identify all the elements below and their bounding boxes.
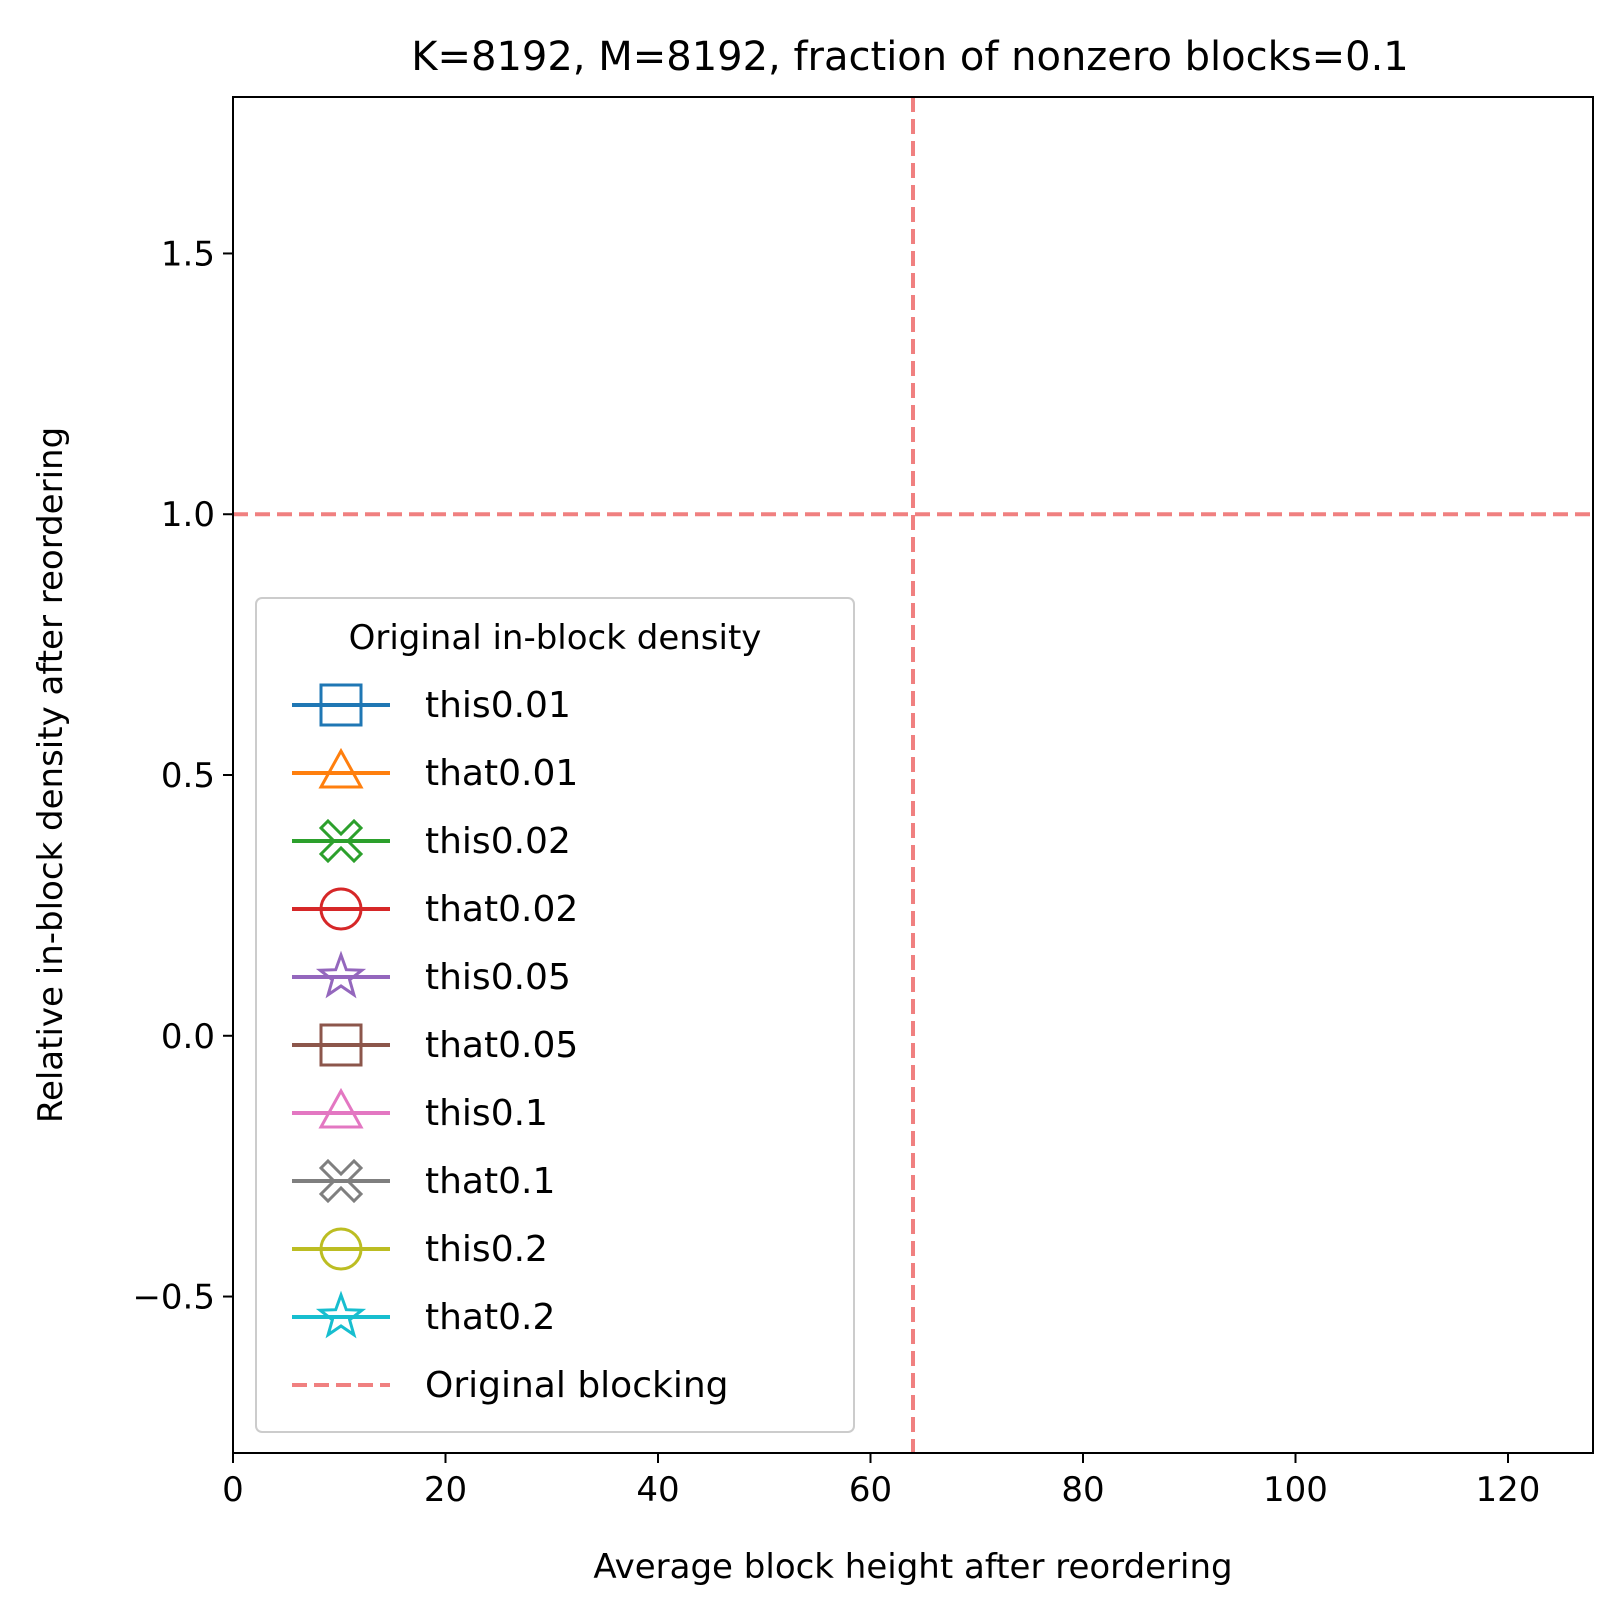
legend-label: this0.2 [425,1229,548,1270]
legend-entry: that0.1 [292,1158,555,1204]
legend-label: this0.05 [425,957,571,998]
legend-entry: Original blocking [292,1365,729,1406]
legend-marker-icon [319,1023,363,1067]
x-tick-label: 20 [424,1470,467,1510]
x-tick-label: 100 [1263,1470,1328,1510]
y-tick-label: 0.0 [161,1017,215,1057]
legend-label: that0.02 [425,889,578,930]
y-tick-label: 1.5 [161,234,215,274]
x-tick-label: 0 [222,1470,244,1510]
x-tick-label: 80 [1061,1470,1104,1510]
legend-label: this0.02 [425,821,571,862]
y-axis-label: Relative in-block density after reorderi… [31,427,71,1123]
legend-entry: that0.02 [292,887,578,931]
legend-marker-icon [318,747,364,789]
y-tick-label: −0.5 [132,1278,215,1318]
legend-marker-icon [315,1290,367,1339]
legend-marker-icon [319,887,363,931]
legend-label: that0.2 [425,1297,555,1338]
x-tick-label: 120 [1476,1470,1541,1510]
legend-marker-icon [315,950,367,999]
legend-marker-icon [319,1227,363,1271]
legend-entry: that0.01 [292,747,578,794]
legend-label: that0.05 [425,1025,578,1066]
legend: Original in-block density this0.01 that0.… [255,597,855,1433]
legend-entry: that0.05 [292,1023,578,1067]
legend-box [255,597,855,1433]
plot-area [233,97,1593,1453]
x-axis-label: Average block height after reordering [593,1547,1232,1587]
legend-entry: this0.01 [292,683,571,727]
y-tick-label: 0.5 [161,756,215,796]
x-tick-label: 40 [636,1470,679,1510]
y-axis: −0.5 0.0 0.5 1.0 1.5 [132,234,233,1318]
x-tick-label: 60 [849,1470,892,1510]
legend-marker-icon [319,683,363,727]
legend-entry: that0.2 [292,1290,555,1339]
legend-label: that0.1 [425,1161,555,1202]
legend-entry: this0.2 [292,1227,548,1271]
x-axis: 0 20 40 60 80 100 120 [222,1453,1540,1510]
legend-label: that0.01 [425,753,578,794]
legend-label: Original blocking [425,1365,729,1406]
legend-marker-icon [318,1158,364,1204]
legend-marker-icon [318,1087,364,1129]
legend-entry: this0.1 [292,1087,548,1134]
legend-entry: this0.02 [292,818,571,864]
legend-title: Original in-block density [349,618,762,658]
legend-label: this0.1 [425,1093,548,1134]
legend-entry: this0.05 [292,950,571,999]
legend-marker-icon [318,818,364,864]
chart-title: K=8192, M=8192, fraction of nonzero bloc… [411,34,1409,80]
legend-entries: this0.01 that0.01 this0.02 that0.02 this0.05… [292,683,729,1406]
legend-label: this0.01 [425,685,571,726]
y-tick-label: 1.0 [161,495,215,535]
